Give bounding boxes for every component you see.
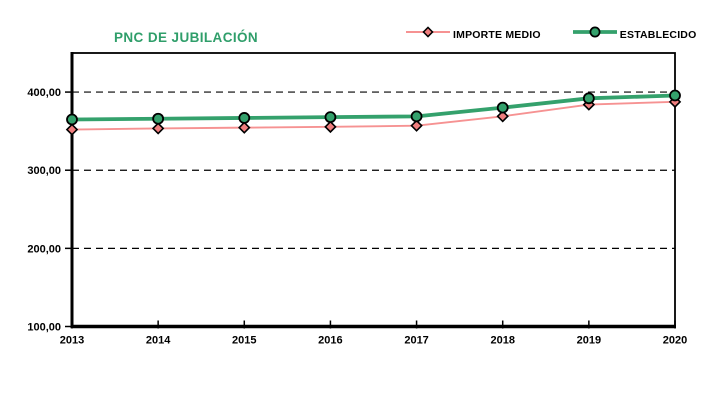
- x-axis-tick-label: 2020: [663, 335, 687, 347]
- x-axis-tick-label: 2015: [232, 335, 256, 347]
- x-axis-tick-label: 2013: [60, 335, 84, 347]
- legend: IMPORTE MEDIO ESTABLECIDO: [406, 25, 696, 44]
- chart-title: PNC DE JUBILACIÓN: [114, 30, 259, 45]
- y-axis-tick-label: 100,00: [27, 322, 61, 334]
- legend-item-importe-medio: IMPORTE MEDIO: [406, 25, 541, 44]
- establecido-line-swatch-icon: [572, 25, 617, 44]
- legend-item-establecido: ESTABLECIDO: [572, 25, 697, 44]
- y-axis-tick-label: 400,00: [27, 87, 61, 99]
- x-axis-tick-label: 2017: [404, 335, 428, 347]
- legend-label-importe-medio: IMPORTE MEDIO: [453, 28, 541, 41]
- legend-label-establecido: ESTABLECIDO: [619, 28, 697, 41]
- x-axis-tick-label: 2014: [146, 335, 171, 347]
- x-axis-tick-label: 2016: [318, 335, 342, 347]
- y-axis-tick-label: 200,00: [27, 243, 61, 255]
- x-axis-tick-label: 2019: [577, 335, 601, 347]
- x-axis-tick-label: 2018: [490, 335, 514, 347]
- y-axis-tick-label: 300,00: [27, 165, 61, 177]
- importe-medio-line-swatch-icon: [406, 25, 450, 44]
